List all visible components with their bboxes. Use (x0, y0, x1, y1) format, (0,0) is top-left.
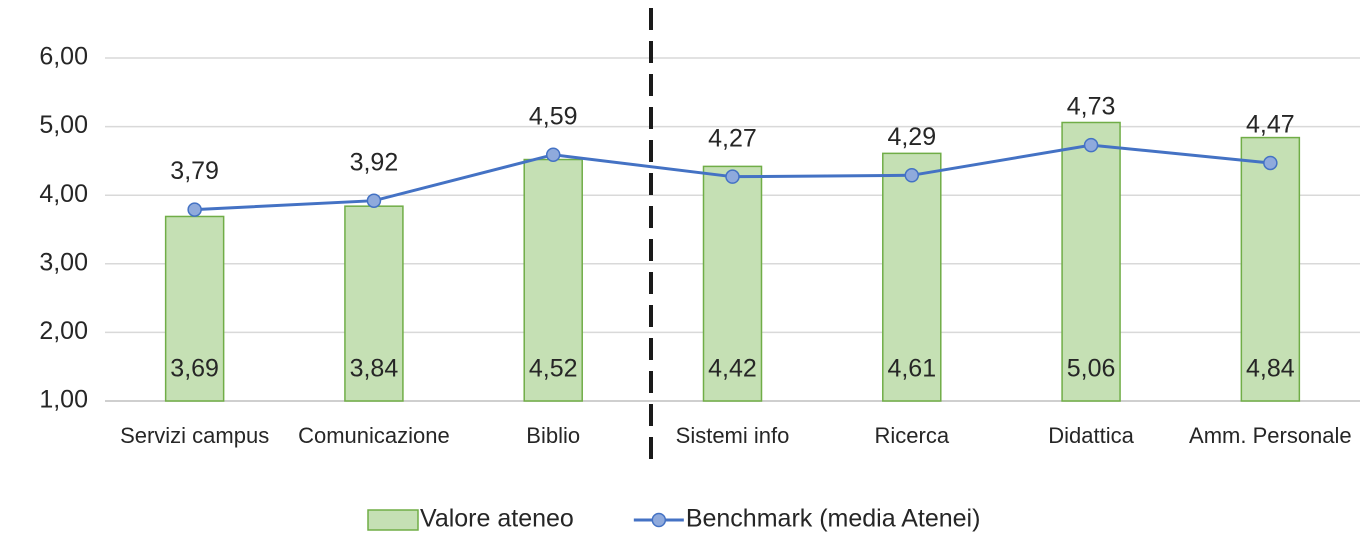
y-tick-label: 5,00 (39, 111, 88, 139)
bar-value-label: 4,84 (1246, 355, 1295, 383)
bar-value-label: 4,52 (529, 355, 578, 383)
y-tick-label: 6,00 (39, 43, 88, 71)
x-tick-label: Comunicazione (298, 423, 450, 448)
x-tick-label: Servizi campus (120, 423, 269, 448)
bar-value-label: 3,84 (350, 355, 399, 383)
bar (523, 158, 583, 402)
bar-value-label: 5,06 (1067, 355, 1116, 383)
y-tick-label: 4,00 (39, 180, 88, 208)
bar (702, 165, 763, 402)
x-tick-label: Sistemi info (676, 423, 790, 448)
y-tick-label: 1,00 (39, 386, 88, 414)
legend-swatch (367, 509, 419, 531)
marker (1083, 137, 1099, 153)
bar-value-label: 4,42 (708, 355, 757, 383)
bar (1240, 136, 1301, 402)
bar-value-label: 3,69 (170, 355, 219, 383)
line-value-label: 4,59 (529, 102, 578, 130)
line-value-label: 3,79 (170, 157, 219, 185)
line-value-label: 4,47 (1246, 111, 1295, 139)
bar (164, 215, 225, 402)
y-tick-label: 2,00 (39, 317, 88, 345)
x-tick-label: Biblio (526, 423, 580, 448)
x-tick-label: Amm. Personale (1189, 423, 1352, 448)
bar-value-label: 4,61 (887, 355, 936, 383)
legend-label: Benchmark (media Atenei) (686, 505, 981, 533)
marker (545, 147, 561, 162)
marker (1263, 155, 1278, 171)
bar (882, 152, 942, 402)
bar (344, 205, 404, 402)
legend-marker (651, 512, 667, 528)
line-value-label: 4,29 (887, 123, 936, 151)
marker (904, 168, 920, 183)
line-value-label: 3,92 (350, 148, 399, 176)
x-tick-label: Didattica (1048, 423, 1134, 448)
marker (366, 193, 382, 208)
marker (187, 202, 202, 217)
marker (725, 169, 740, 184)
x-tick-label: Ricerca (874, 423, 949, 448)
line-value-label: 4,27 (708, 124, 757, 152)
line-value-label: 4,73 (1067, 93, 1116, 121)
y-tick-label: 3,00 (39, 248, 88, 276)
bar (1061, 121, 1121, 402)
legend-label: Valore ateneo (420, 505, 574, 533)
